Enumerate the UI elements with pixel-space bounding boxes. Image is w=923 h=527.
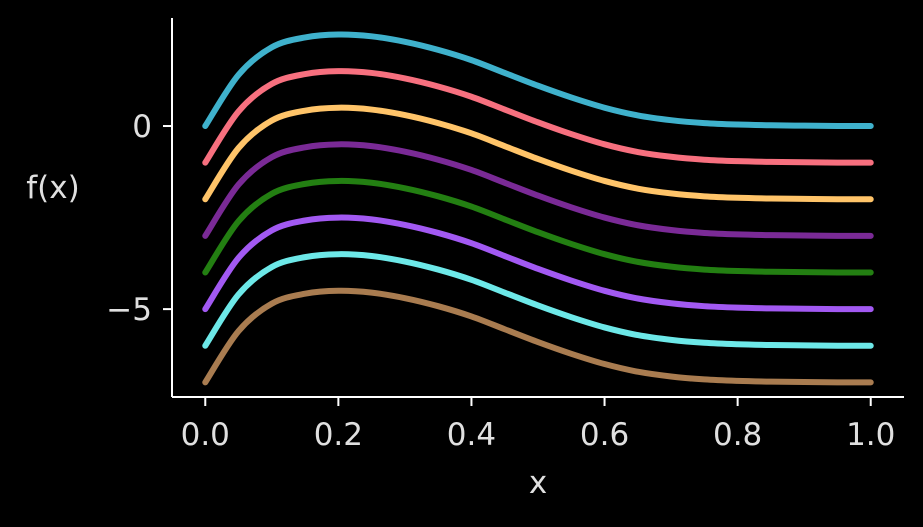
series-line-7 (202, 251, 874, 349)
series-line-8 (202, 287, 874, 386)
series-line-2 (202, 68, 874, 166)
series-layer (202, 31, 874, 386)
y-tick-label: 0 (132, 109, 152, 145)
y-tick-label: −5 (106, 292, 152, 328)
series-line-3 (202, 104, 874, 203)
series-line-5 (202, 177, 874, 276)
y-axis-label: f(x) (26, 170, 79, 206)
x-tick-label: 1.0 (846, 417, 895, 453)
series-line-1 (202, 31, 874, 130)
x-tick-label: 0.0 (181, 417, 230, 453)
x-tick-label: 0.6 (580, 417, 629, 453)
x-tick-label: 0.2 (314, 417, 363, 453)
x-tick-label: 0.4 (447, 417, 496, 453)
series-line-4 (202, 141, 874, 239)
axes-layer (171, 18, 904, 398)
series-line-6 (202, 214, 874, 313)
ticks-layer: 0.0 0.2 0.4 0.6 0.8 1.0 0 −5 (106, 109, 895, 453)
x-tick-label: 0.8 (713, 417, 762, 453)
x-axis-label: x (529, 465, 547, 501)
